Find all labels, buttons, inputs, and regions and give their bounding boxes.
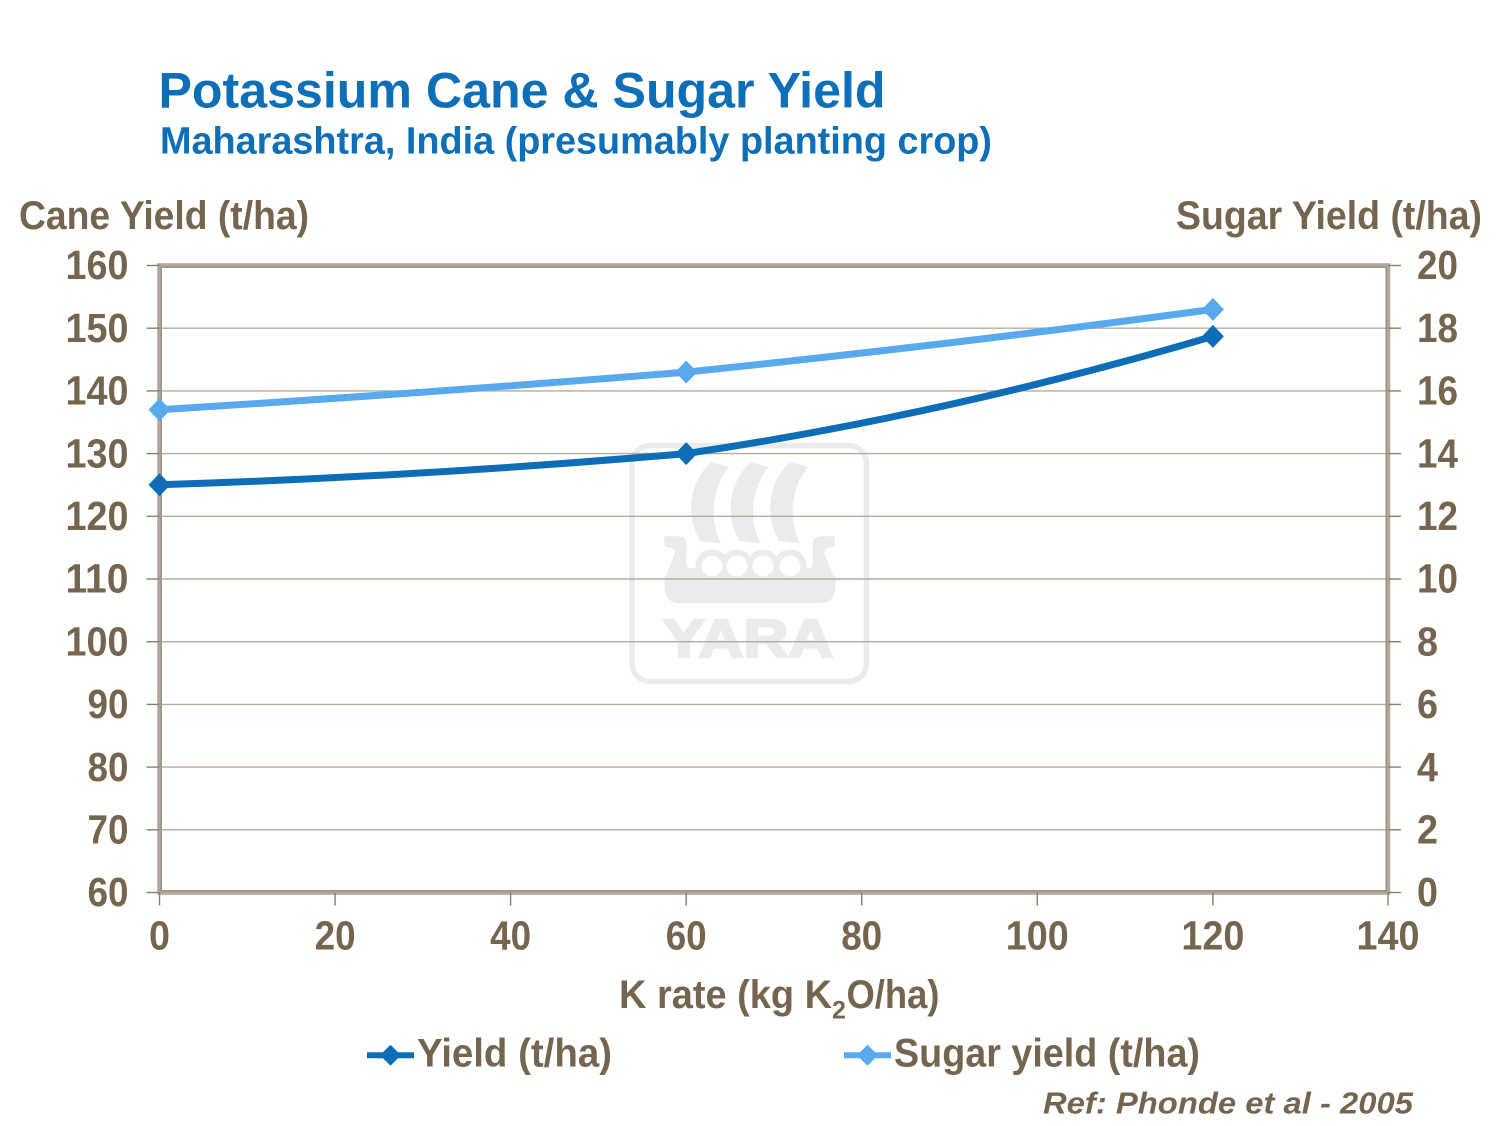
svg-text:14: 14: [1417, 430, 1458, 476]
svg-text:110: 110: [66, 556, 129, 602]
svg-text:120: 120: [66, 493, 129, 539]
svg-text:100: 100: [66, 618, 129, 664]
svg-text:120: 120: [1181, 913, 1244, 959]
svg-text:10: 10: [1417, 556, 1458, 602]
svg-text:80: 80: [841, 913, 882, 959]
svg-text:60: 60: [88, 869, 129, 915]
svg-text:Potassium Cane & Sugar Yield: Potassium Cane & Sugar Yield: [159, 62, 886, 119]
svg-text:140: 140: [1357, 913, 1420, 959]
svg-text:YARA: YARA: [663, 609, 833, 669]
svg-text:150: 150: [66, 305, 129, 351]
svg-text:160: 160: [66, 242, 129, 288]
svg-text:Maharashtra, India (presumably: Maharashtra, India (presumably planting …: [160, 121, 992, 163]
svg-text:60: 60: [666, 913, 707, 959]
svg-text:18: 18: [1417, 305, 1458, 351]
svg-text:8: 8: [1417, 618, 1438, 664]
svg-text:130: 130: [66, 430, 129, 476]
svg-text:12: 12: [1417, 493, 1458, 539]
svg-text:O/ha): O/ha): [847, 973, 940, 1017]
svg-text:80: 80: [88, 744, 129, 790]
svg-text:Ref: Phonde et al - 2005: Ref: Phonde et al - 2005: [1043, 1087, 1414, 1121]
svg-text:20: 20: [315, 913, 356, 959]
svg-text:90: 90: [88, 681, 129, 727]
svg-text:Sugar Yield (t/ha): Sugar Yield (t/ha): [1176, 194, 1482, 238]
svg-text:4: 4: [1417, 744, 1438, 790]
svg-text:70: 70: [88, 807, 129, 853]
svg-text:20: 20: [1417, 242, 1458, 288]
svg-text:0: 0: [149, 913, 170, 959]
svg-text:Yield (t/ha): Yield (t/ha): [417, 1032, 612, 1076]
svg-text:Sugar yield (t/ha): Sugar yield (t/ha): [894, 1032, 1200, 1076]
svg-text:16: 16: [1417, 368, 1458, 414]
svg-text:2: 2: [832, 997, 846, 1025]
svg-text:0: 0: [1417, 869, 1438, 915]
svg-text:140: 140: [66, 368, 129, 414]
svg-text:Cane Yield (t/ha): Cane Yield (t/ha): [19, 194, 309, 238]
svg-text:100: 100: [1006, 913, 1069, 959]
svg-text:2: 2: [1417, 807, 1438, 853]
svg-text:K rate (kg K: K rate (kg K: [619, 973, 832, 1017]
svg-text:40: 40: [490, 913, 531, 959]
svg-text:6: 6: [1417, 681, 1438, 727]
